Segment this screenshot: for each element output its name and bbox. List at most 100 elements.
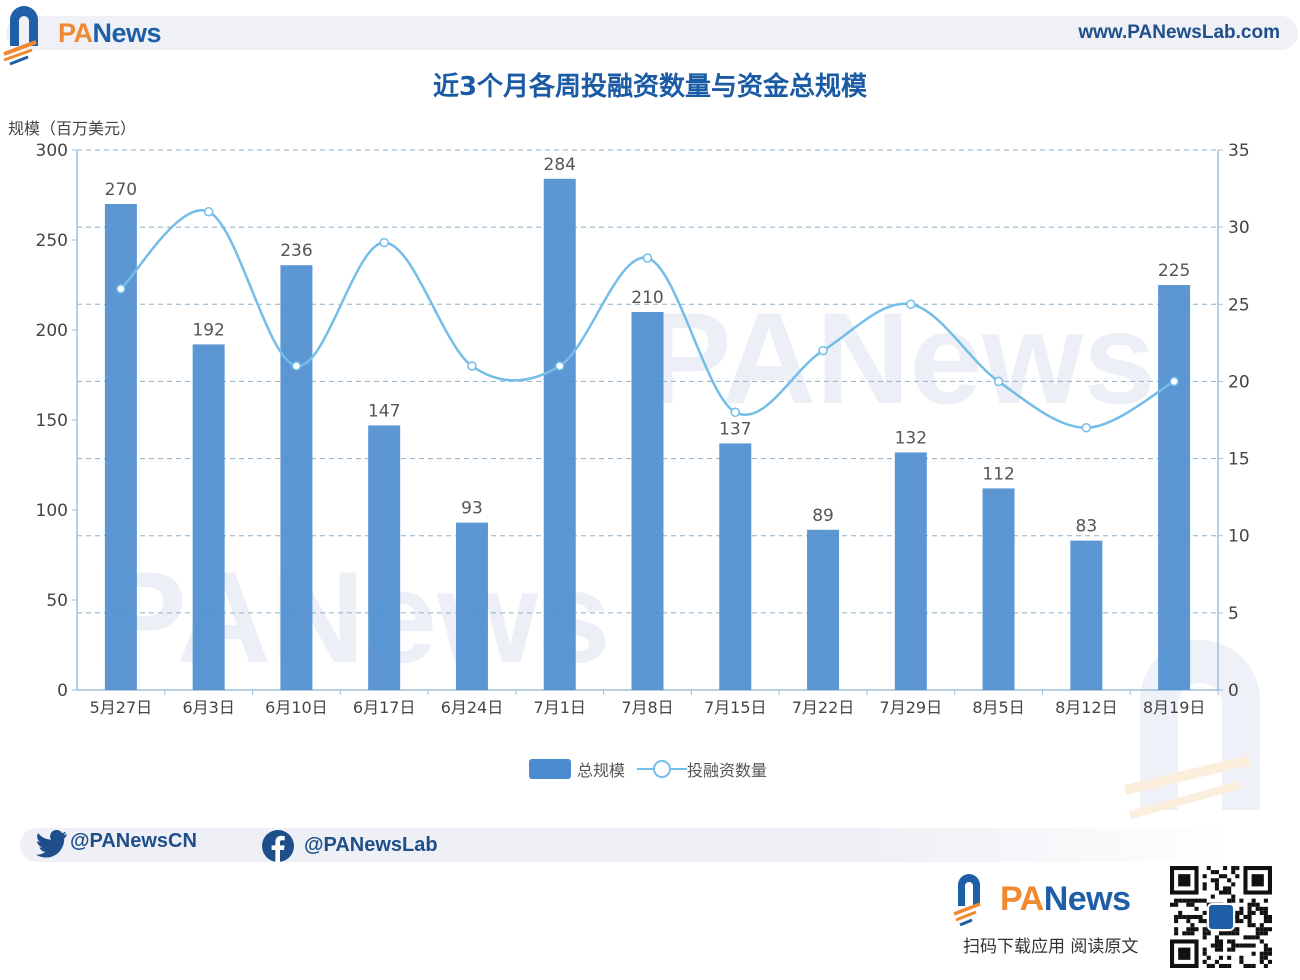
qr-module bbox=[1263, 914, 1268, 920]
qr-module bbox=[1182, 898, 1187, 903]
qr-module bbox=[1263, 955, 1268, 960]
qr-module bbox=[1255, 935, 1260, 940]
qr-module bbox=[1235, 943, 1240, 948]
qr-module bbox=[1259, 906, 1264, 911]
line-point bbox=[554, 361, 565, 371]
facebook-icon bbox=[262, 830, 294, 862]
x-tick-label: 7月1日 bbox=[534, 698, 586, 717]
watermark-logo-stripe bbox=[1128, 781, 1242, 819]
qr-module bbox=[1259, 955, 1264, 960]
qr-module bbox=[1231, 898, 1236, 903]
qr-module bbox=[1174, 914, 1179, 920]
line-point bbox=[993, 376, 1004, 387]
legend-bar-label: 总规模 bbox=[577, 761, 626, 780]
qr-module bbox=[1251, 923, 1256, 928]
qr-module bbox=[1218, 943, 1224, 948]
qr-module bbox=[1239, 898, 1244, 903]
x-tick-label: 6月10日 bbox=[265, 698, 328, 717]
qr-module bbox=[1174, 919, 1179, 924]
qr-module bbox=[1202, 910, 1207, 915]
qr-module bbox=[1227, 878, 1232, 883]
qr-module bbox=[1235, 927, 1240, 932]
qr-module bbox=[1227, 890, 1232, 895]
qr-module bbox=[1214, 870, 1219, 875]
qr-module bbox=[1210, 963, 1215, 968]
qr-module bbox=[1263, 943, 1268, 948]
bar bbox=[1158, 285, 1191, 690]
qr-module bbox=[1218, 931, 1224, 936]
qr-module bbox=[1247, 910, 1252, 915]
qr-module bbox=[1231, 931, 1236, 936]
qr-module bbox=[1178, 898, 1183, 903]
x-tick-label: 6月24日 bbox=[441, 698, 504, 717]
line-point bbox=[730, 407, 741, 418]
qr-module bbox=[1231, 894, 1236, 899]
qr-module bbox=[1198, 914, 1203, 920]
qr-code[interactable] bbox=[1170, 866, 1272, 968]
bar bbox=[368, 425, 401, 690]
qr-module bbox=[1202, 947, 1207, 952]
qr-module bbox=[1194, 927, 1199, 932]
qr-module bbox=[1239, 919, 1244, 924]
bar-value-label: 89 bbox=[812, 506, 834, 526]
bar bbox=[543, 178, 576, 691]
twitter-icon bbox=[36, 830, 67, 858]
qr-module bbox=[1190, 927, 1195, 932]
bar-value-label: 270 bbox=[105, 180, 137, 200]
bar-value-label: 132 bbox=[895, 428, 927, 448]
qr-module bbox=[1190, 931, 1195, 936]
x-tick-label: 7月22日 bbox=[792, 698, 855, 717]
bar bbox=[894, 452, 927, 690]
qr-module bbox=[1251, 902, 1256, 907]
panews-logo-icon bbox=[3, 6, 38, 66]
y-right-tick-label: 15 bbox=[1228, 450, 1250, 470]
qr-module bbox=[1235, 919, 1240, 924]
bar-value-label: 210 bbox=[631, 288, 663, 308]
qr-module bbox=[1186, 902, 1191, 907]
watermark-text: PANews bbox=[645, 285, 1156, 431]
qr-module bbox=[1259, 939, 1264, 944]
qr-module bbox=[1247, 906, 1252, 911]
qr-module bbox=[1263, 919, 1268, 924]
qr-module bbox=[1259, 927, 1264, 932]
line-point bbox=[642, 253, 653, 263]
qr-module bbox=[1263, 951, 1268, 956]
legend-line-swatch bbox=[637, 760, 687, 778]
bar-value-label: 83 bbox=[1076, 517, 1098, 537]
qr-module bbox=[1198, 898, 1203, 903]
x-tick-label: 7月8日 bbox=[621, 698, 673, 717]
qr-module bbox=[1223, 890, 1228, 895]
qr-module bbox=[1243, 943, 1248, 948]
qr-module bbox=[1210, 878, 1215, 883]
qr-module bbox=[1214, 943, 1219, 948]
qr-module bbox=[1255, 902, 1260, 907]
qr-module bbox=[1263, 947, 1268, 952]
bar-value-label: 93 bbox=[461, 499, 483, 519]
site-url-link[interactable]: www.PANewsLab.com bbox=[1078, 22, 1280, 43]
qr-module bbox=[1186, 927, 1191, 932]
qr-module bbox=[1267, 951, 1272, 956]
qr-module bbox=[1231, 870, 1236, 875]
qr-module bbox=[1210, 943, 1215, 948]
facebook-handle[interactable]: @PANewsLab bbox=[304, 834, 438, 856]
qr-module bbox=[1223, 886, 1228, 891]
qr-module bbox=[1186, 931, 1191, 936]
qr-module bbox=[1247, 919, 1252, 924]
qr-module bbox=[1263, 906, 1268, 911]
twitter-handle[interactable]: @PANewsCN bbox=[70, 830, 197, 852]
qr-module bbox=[1247, 943, 1252, 948]
qr-module bbox=[1231, 947, 1236, 952]
bar-value-label: 284 bbox=[544, 155, 576, 175]
bar-value-label: 236 bbox=[280, 241, 312, 261]
qr-module bbox=[1247, 914, 1252, 920]
y-left-tick-label: 0 bbox=[57, 681, 68, 701]
qr-module bbox=[1214, 882, 1219, 887]
x-tick-label: 8月12日 bbox=[1055, 698, 1118, 717]
qr-module bbox=[1174, 927, 1179, 932]
qr-module bbox=[1239, 906, 1244, 911]
qr-module bbox=[1206, 955, 1211, 960]
y-left-tick-label: 150 bbox=[36, 411, 68, 431]
qr-module bbox=[1170, 902, 1175, 907]
legend-bar-swatch bbox=[529, 759, 571, 779]
series-line bbox=[120, 209, 1175, 429]
